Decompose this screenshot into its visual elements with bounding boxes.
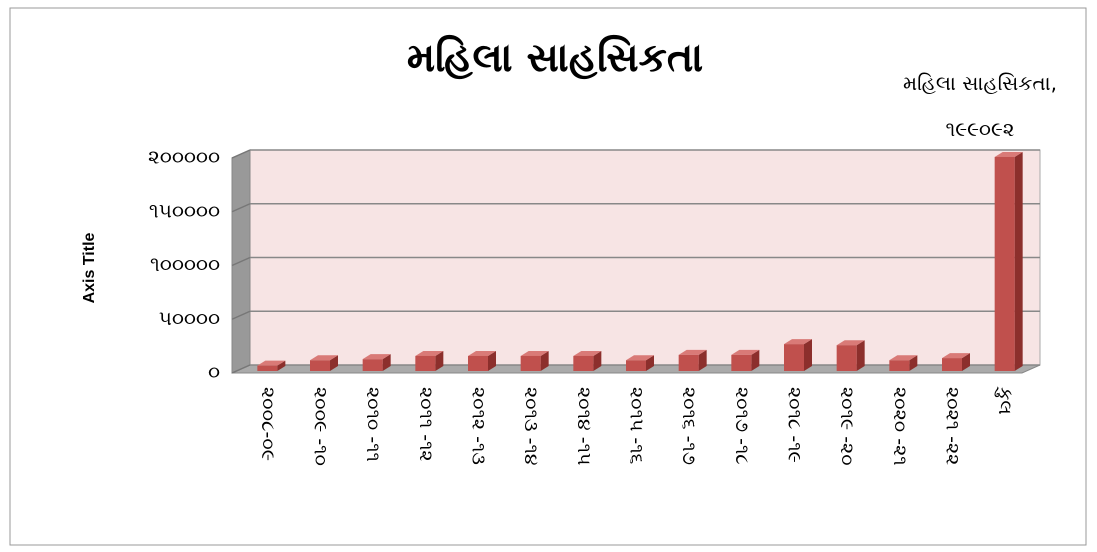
bar-top [626, 355, 654, 361]
bar-top [836, 340, 865, 346]
x-tick-label: ૨૦૨૦ -૨૧ [889, 387, 911, 466]
x-tick-label: ૨૦૧૧ -૧૨ [415, 387, 437, 462]
bar-side [435, 350, 444, 371]
x-tick-label: ૨૦૧૬ -૧૭ [678, 387, 700, 465]
bar [626, 360, 646, 371]
bar-top [942, 353, 970, 359]
bar [784, 344, 804, 371]
bar-side [909, 355, 918, 371]
bar-side [698, 349, 707, 371]
y-axis-title: Axis Title [81, 232, 98, 303]
bar-side [277, 360, 286, 371]
data-label: મહિલા સાહસિકતા, ૧૯૯૦૯૨ [903, 71, 1057, 141]
bar-side [646, 355, 654, 371]
bar-top [731, 349, 760, 355]
x-tick-label: ૨૦૦૮-૦૯ [257, 387, 279, 461]
bar [678, 354, 699, 371]
bar-side [856, 340, 865, 371]
bar [520, 355, 541, 371]
bar [889, 360, 910, 371]
bar-top [310, 355, 338, 361]
bar-side [540, 350, 549, 371]
bar-top [520, 350, 549, 356]
bar [836, 345, 857, 371]
x-tick-label: ૨૦૧૦ -૧૧ [362, 387, 384, 462]
chart-title: મહિલા સાહસિકતા [407, 35, 703, 81]
bar-side [751, 349, 760, 371]
x-tick-label: કુલ [994, 386, 1016, 415]
bar-top [678, 349, 707, 355]
bar [468, 355, 488, 371]
bar [731, 354, 752, 371]
x-tick-label: ૨૦૧૪ -૧૫ [573, 387, 595, 465]
y-tick-label: ૨૦૦૦૦૦ [148, 145, 220, 169]
bar [362, 359, 383, 371]
y-tick-label: ૧૫૦૦૦૦ [149, 198, 220, 222]
y-tick-label: ૫૦૦૦૦ [159, 306, 220, 330]
grid-line-side [231, 364, 251, 374]
x-tick-label: ૨૦૧૫ -૧૬ [626, 387, 648, 464]
bar-side [962, 353, 970, 371]
x-tick-label: ૨૦૧૨ -૧૩ [468, 387, 490, 465]
bar-top [468, 350, 496, 356]
bar [573, 355, 594, 371]
bar-side [804, 339, 812, 371]
x-tick-label: ૨૦૨૧ -૨૨ [942, 387, 964, 465]
y-tick-label: ૦ [208, 360, 220, 384]
bar-top [994, 151, 1023, 157]
x-tick-label: ૨૦૧૯ -૨૦ [836, 387, 858, 466]
bar-side [382, 354, 391, 371]
y-tick-label: ૧૦૦૦૦૦ [150, 252, 220, 276]
bar [942, 358, 962, 371]
x-tick-label: ૨૦૧૩ -૧૪ [520, 387, 542, 466]
bar-top [573, 350, 602, 356]
bar [257, 365, 278, 371]
bar-top [257, 360, 286, 366]
grid-line-side [231, 310, 251, 320]
bar-side [593, 350, 602, 371]
bar-side [488, 350, 496, 371]
grid-line-side [231, 203, 251, 213]
grid-line-side [231, 149, 251, 159]
bar [994, 156, 1015, 371]
x-tick-label: ૨૦૦૯ -૧૦ [310, 387, 332, 466]
bar [310, 360, 330, 371]
grid-line-side [231, 256, 251, 267]
bar-top [889, 355, 918, 361]
bar-side [1014, 151, 1023, 371]
bar-top [415, 350, 444, 356]
bar-side [330, 355, 338, 371]
x-tick-label: ૨૦૧૮ -૧૯ [784, 387, 806, 463]
x-tick-label: ૨૦૧૭ -૧૮ [731, 387, 753, 465]
bar-top [784, 339, 812, 345]
bar-top [362, 354, 391, 360]
bar [415, 355, 436, 371]
